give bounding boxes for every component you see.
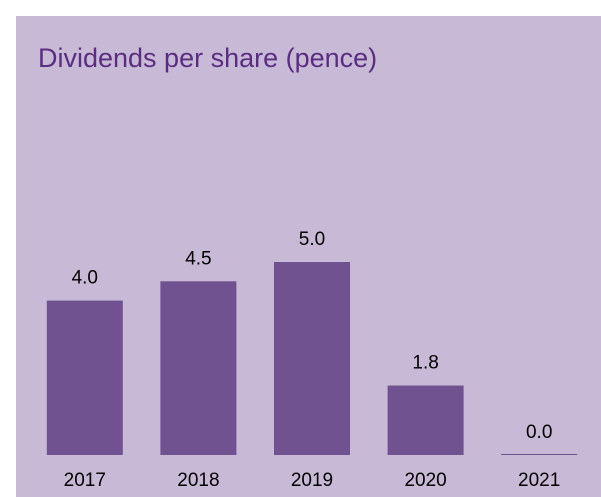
bar [160, 281, 237, 455]
bar [387, 385, 464, 455]
x-tick-label: 2021 [518, 470, 560, 491]
x-tick-label: 2018 [177, 470, 219, 491]
x-tick-label: 2017 [64, 470, 106, 491]
bar [46, 300, 123, 455]
value-label: 4.0 [72, 268, 98, 289]
value-label: 1.8 [412, 353, 438, 374]
bar [501, 454, 578, 455]
value-label: 4.5 [185, 248, 211, 269]
value-label: 0.0 [526, 422, 552, 443]
bar [274, 262, 350, 455]
value-label: 5.0 [299, 229, 325, 250]
x-tick-label: 2019 [291, 470, 333, 491]
chart-title: Dividends per share (pence) [38, 43, 377, 73]
x-tick-label: 2020 [404, 470, 446, 491]
